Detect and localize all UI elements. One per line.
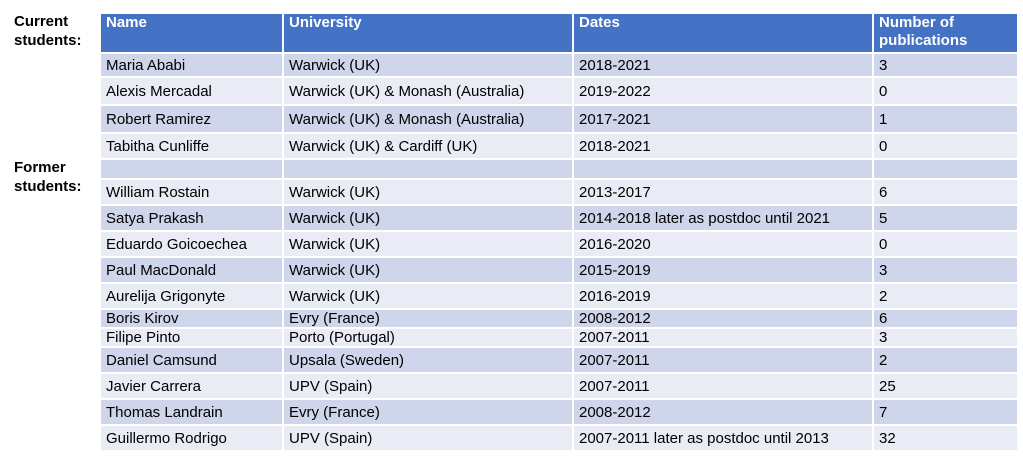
cell-name: Satya Prakash — [99, 204, 284, 232]
cell-dates: 2007-2011 — [572, 327, 874, 348]
cell-dates: 2008-2012 — [572, 308, 874, 329]
cell-dates: 2013-2017 — [572, 178, 874, 206]
cell-university: Warwick (UK) — [282, 178, 574, 206]
table-row: Guillermo Rodrigo UPV (Spain) 2007-2011 la… — [99, 424, 1019, 452]
table-row: Aurelija Grigonyte Warwick (UK) 2016-2019 2 — [99, 282, 1019, 310]
cell-publications: 3 — [872, 52, 1019, 78]
cell-name: Alexis Mercadal — [99, 76, 284, 106]
empty-cell — [282, 158, 574, 180]
cell-name: Tabitha Cunliffe — [99, 132, 284, 160]
table-row: Javier Carrera UPV (Spain) 2007-2011 25 — [99, 372, 1019, 400]
cell-publications: 32 — [872, 424, 1019, 452]
header-name: Name — [99, 12, 284, 54]
cell-name: Thomas Landrain — [99, 398, 284, 426]
cell-name: Boris Kirov — [99, 308, 284, 329]
cell-dates: 2016-2020 — [572, 230, 874, 258]
cell-name: Filipe Pinto — [99, 327, 284, 348]
cell-publications: 7 — [872, 398, 1019, 426]
header-publications: Number of publications — [872, 12, 1019, 54]
table-row: Thomas Landrain Evry (France) 2008-2012 7 — [99, 398, 1019, 426]
cell-publications: 6 — [872, 178, 1019, 206]
cell-university: Warwick (UK) — [282, 204, 574, 232]
empty-cell — [872, 158, 1019, 180]
cell-name: Paul MacDonald — [99, 256, 284, 284]
cell-publications: 5 — [872, 204, 1019, 232]
cell-publications: 0 — [872, 132, 1019, 160]
cell-university: Evry (France) — [282, 308, 574, 329]
table-header-row: Name University Dates Number of publicat… — [99, 12, 1019, 54]
cell-university: Warwick (UK) — [282, 230, 574, 258]
cell-dates: 2017-2021 — [572, 104, 874, 134]
cell-university: UPV (Spain) — [282, 372, 574, 400]
cell-name: Robert Ramirez — [99, 104, 284, 134]
table-body: Maria Ababi Warwick (UK) 2018-2021 3 Alexis … — [99, 52, 1019, 452]
cell-publications: 0 — [872, 76, 1019, 106]
header-dates: Dates — [572, 12, 874, 54]
cell-university: Warwick (UK) — [282, 52, 574, 78]
former-students-label: Former students: — [14, 159, 82, 195]
table-row: Daniel Camsund Upsala (Sweden) 2007-2011 2 — [99, 346, 1019, 374]
cell-dates: 2007-2011 — [572, 372, 874, 400]
cell-dates: 2008-2012 — [572, 398, 874, 426]
cell-dates: 2016-2019 — [572, 282, 874, 310]
table-row: Eduardo Goicoechea Warwick (UK) 2016-2020 0 — [99, 230, 1019, 258]
cell-university: Warwick (UK) — [282, 256, 574, 284]
cell-university: UPV (Spain) — [282, 424, 574, 452]
cell-name: Eduardo Goicoechea — [99, 230, 284, 258]
cell-dates: 2015-2019 — [572, 256, 874, 284]
cell-dates: 2019-2022 — [572, 76, 874, 106]
cell-name: Aurelija Grigonyte — [99, 282, 284, 310]
cell-dates: 2007-2011 — [572, 346, 874, 374]
cell-publications: 3 — [872, 256, 1019, 284]
cell-name: Daniel Camsund — [99, 346, 284, 374]
header-university: University — [282, 12, 574, 54]
cell-publications: 1 — [872, 104, 1019, 134]
table-row: William Rostain Warwick (UK) 2013-2017 6 — [99, 178, 1019, 206]
cell-name: Javier Carrera — [99, 372, 284, 400]
cell-publications: 2 — [872, 346, 1019, 374]
cell-publications: 6 — [872, 308, 1019, 329]
cell-name: William Rostain — [99, 178, 284, 206]
table-row: Filipe Pinto Porto (Portugal) 2007-2011 3 — [99, 327, 1019, 348]
cell-university: Warwick (UK) & Monash (Australia) — [282, 104, 574, 134]
empty-cell — [572, 158, 874, 180]
cell-university: Porto (Portugal) — [282, 327, 574, 348]
cell-dates: 2007-2011 later as postdoc until 2013 — [572, 424, 874, 452]
cell-university: Upsala (Sweden) — [282, 346, 574, 374]
current-students-label: Current students: — [14, 13, 82, 49]
table-row: Satya Prakash Warwick (UK) 2014-2018 later… — [99, 204, 1019, 232]
cell-dates: 2018-2021 — [572, 52, 874, 78]
table-row: Tabitha Cunliffe Warwick (UK) & Cardiff (… — [99, 132, 1019, 160]
cell-dates: 2018-2021 — [572, 132, 874, 160]
cell-publications: 2 — [872, 282, 1019, 310]
cell-dates: 2014-2018 later as postdoc until 2021 — [572, 204, 874, 232]
table-row: Boris Kirov Evry (France) 2008-2012 6 — [99, 308, 1019, 329]
cell-university: Warwick (UK) — [282, 282, 574, 310]
cell-university: Warwick (UK) & Cardiff (UK) — [282, 132, 574, 160]
cell-university: Evry (France) — [282, 398, 574, 426]
students-table: Name University Dates Number of publicat… — [99, 12, 1019, 452]
spacer-row — [99, 158, 1019, 180]
table-row: Alexis Mercadal Warwick (UK) & Monash (Au… — [99, 76, 1019, 106]
table-row: Robert Ramirez Warwick (UK) & Monash (Aus… — [99, 104, 1019, 134]
table-row: Paul MacDonald Warwick (UK) 2015-2019 3 — [99, 256, 1019, 284]
cell-university: Warwick (UK) & Monash (Australia) — [282, 76, 574, 106]
cell-publications: 0 — [872, 230, 1019, 258]
cell-name: Maria Ababi — [99, 52, 284, 78]
table-row: Maria Ababi Warwick (UK) 2018-2021 3 — [99, 52, 1019, 78]
cell-publications: 3 — [872, 327, 1019, 348]
empty-cell — [99, 158, 284, 180]
cell-name: Guillermo Rodrigo — [99, 424, 284, 452]
cell-publications: 25 — [872, 372, 1019, 400]
